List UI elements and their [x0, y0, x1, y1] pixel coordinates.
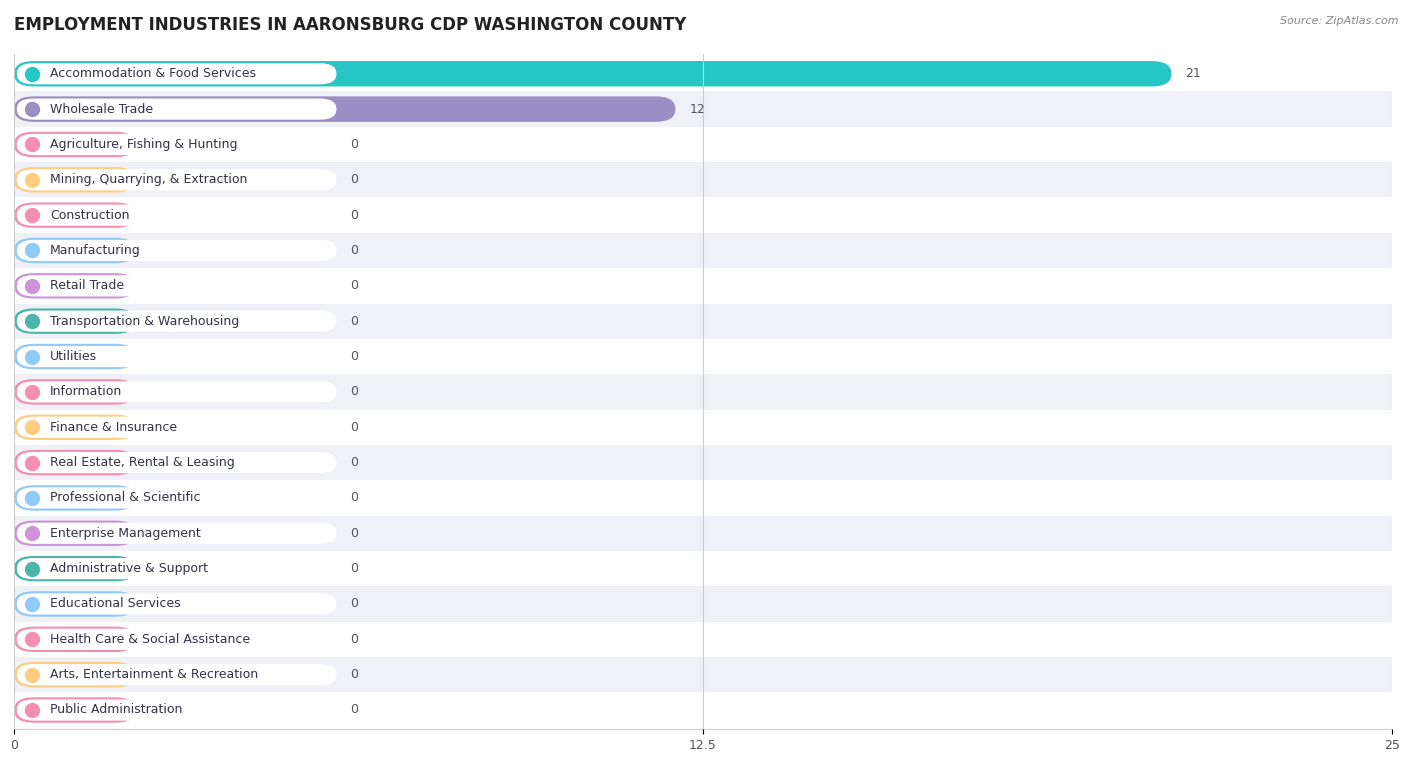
FancyBboxPatch shape: [14, 273, 135, 299]
Bar: [14, 233, 1392, 268]
Text: 0: 0: [350, 632, 359, 646]
Bar: [14, 92, 1392, 126]
Text: 0: 0: [350, 279, 359, 293]
Text: 0: 0: [350, 350, 359, 363]
Bar: [14, 445, 1392, 480]
FancyBboxPatch shape: [14, 591, 135, 617]
Text: 12: 12: [689, 102, 704, 116]
FancyBboxPatch shape: [17, 417, 336, 438]
Bar: [14, 56, 1392, 92]
Text: 0: 0: [350, 315, 359, 327]
Text: Mining, Quarrying, & Extraction: Mining, Quarrying, & Extraction: [49, 173, 247, 186]
Text: Administrative & Support: Administrative & Support: [49, 562, 208, 575]
Text: Professional & Scientific: Professional & Scientific: [49, 491, 201, 504]
Bar: [14, 162, 1392, 197]
Text: 0: 0: [350, 421, 359, 434]
FancyBboxPatch shape: [17, 487, 336, 508]
FancyBboxPatch shape: [17, 99, 336, 120]
Text: Finance & Insurance: Finance & Insurance: [49, 421, 177, 434]
FancyBboxPatch shape: [17, 169, 336, 190]
Text: Manufacturing: Manufacturing: [49, 244, 141, 257]
Bar: [14, 410, 1392, 445]
FancyBboxPatch shape: [17, 346, 336, 367]
Text: Source: ZipAtlas.com: Source: ZipAtlas.com: [1281, 16, 1399, 26]
Text: 0: 0: [350, 456, 359, 469]
FancyBboxPatch shape: [17, 629, 336, 650]
Text: 0: 0: [350, 138, 359, 151]
Text: 0: 0: [350, 209, 359, 222]
Text: Real Estate, Rental & Leasing: Real Estate, Rental & Leasing: [49, 456, 235, 469]
Text: 21: 21: [1185, 68, 1201, 80]
Text: Enterprise Management: Enterprise Management: [49, 527, 201, 540]
Bar: [14, 197, 1392, 233]
Bar: [14, 657, 1392, 692]
Text: Health Care & Social Assistance: Health Care & Social Assistance: [49, 632, 250, 646]
Text: EMPLOYMENT INDUSTRIES IN AARONSBURG CDP WASHINGTON COUNTY: EMPLOYMENT INDUSTRIES IN AARONSBURG CDP …: [14, 16, 686, 33]
Bar: [14, 692, 1392, 728]
FancyBboxPatch shape: [14, 485, 135, 511]
FancyBboxPatch shape: [14, 61, 1171, 86]
Bar: [14, 374, 1392, 410]
FancyBboxPatch shape: [14, 626, 135, 652]
Text: 0: 0: [350, 244, 359, 257]
Bar: [14, 126, 1392, 162]
Text: 0: 0: [350, 173, 359, 186]
Text: Utilities: Utilities: [49, 350, 97, 363]
Text: Information: Information: [49, 386, 122, 398]
FancyBboxPatch shape: [14, 96, 675, 122]
FancyBboxPatch shape: [14, 521, 135, 546]
Text: Educational Services: Educational Services: [49, 598, 180, 611]
FancyBboxPatch shape: [14, 237, 135, 263]
Text: Retail Trade: Retail Trade: [49, 279, 124, 293]
Text: 0: 0: [350, 386, 359, 398]
FancyBboxPatch shape: [14, 309, 135, 334]
FancyBboxPatch shape: [17, 240, 336, 261]
FancyBboxPatch shape: [17, 558, 336, 579]
FancyBboxPatch shape: [17, 205, 336, 226]
Text: Agriculture, Fishing & Hunting: Agriculture, Fishing & Hunting: [49, 138, 238, 151]
FancyBboxPatch shape: [17, 664, 336, 685]
FancyBboxPatch shape: [14, 379, 135, 404]
Bar: [14, 339, 1392, 374]
FancyBboxPatch shape: [14, 662, 135, 688]
Text: Wholesale Trade: Wholesale Trade: [49, 102, 153, 116]
FancyBboxPatch shape: [17, 523, 336, 544]
Text: Arts, Entertainment & Recreation: Arts, Entertainment & Recreation: [49, 668, 259, 681]
Text: Construction: Construction: [49, 209, 129, 222]
FancyBboxPatch shape: [17, 63, 336, 85]
Bar: [14, 515, 1392, 551]
FancyBboxPatch shape: [14, 167, 135, 192]
FancyBboxPatch shape: [17, 594, 336, 615]
FancyBboxPatch shape: [14, 344, 135, 369]
FancyBboxPatch shape: [17, 275, 336, 296]
Text: 0: 0: [350, 491, 359, 504]
Bar: [14, 622, 1392, 657]
Bar: [14, 551, 1392, 587]
FancyBboxPatch shape: [14, 450, 135, 475]
Text: Public Administration: Public Administration: [49, 704, 183, 716]
FancyBboxPatch shape: [14, 414, 135, 440]
FancyBboxPatch shape: [17, 452, 336, 473]
Text: 0: 0: [350, 562, 359, 575]
FancyBboxPatch shape: [14, 203, 135, 228]
Text: Transportation & Warehousing: Transportation & Warehousing: [49, 315, 239, 327]
Bar: [14, 268, 1392, 303]
Bar: [14, 303, 1392, 339]
FancyBboxPatch shape: [17, 381, 336, 403]
Bar: [14, 480, 1392, 515]
Text: 0: 0: [350, 704, 359, 716]
FancyBboxPatch shape: [17, 699, 336, 721]
Text: 0: 0: [350, 527, 359, 540]
Text: Accommodation & Food Services: Accommodation & Food Services: [49, 68, 256, 80]
Bar: [14, 587, 1392, 622]
Text: 0: 0: [350, 598, 359, 611]
Text: 0: 0: [350, 668, 359, 681]
FancyBboxPatch shape: [14, 556, 135, 581]
FancyBboxPatch shape: [17, 310, 336, 332]
FancyBboxPatch shape: [14, 132, 135, 158]
FancyBboxPatch shape: [14, 698, 135, 722]
FancyBboxPatch shape: [17, 133, 336, 155]
